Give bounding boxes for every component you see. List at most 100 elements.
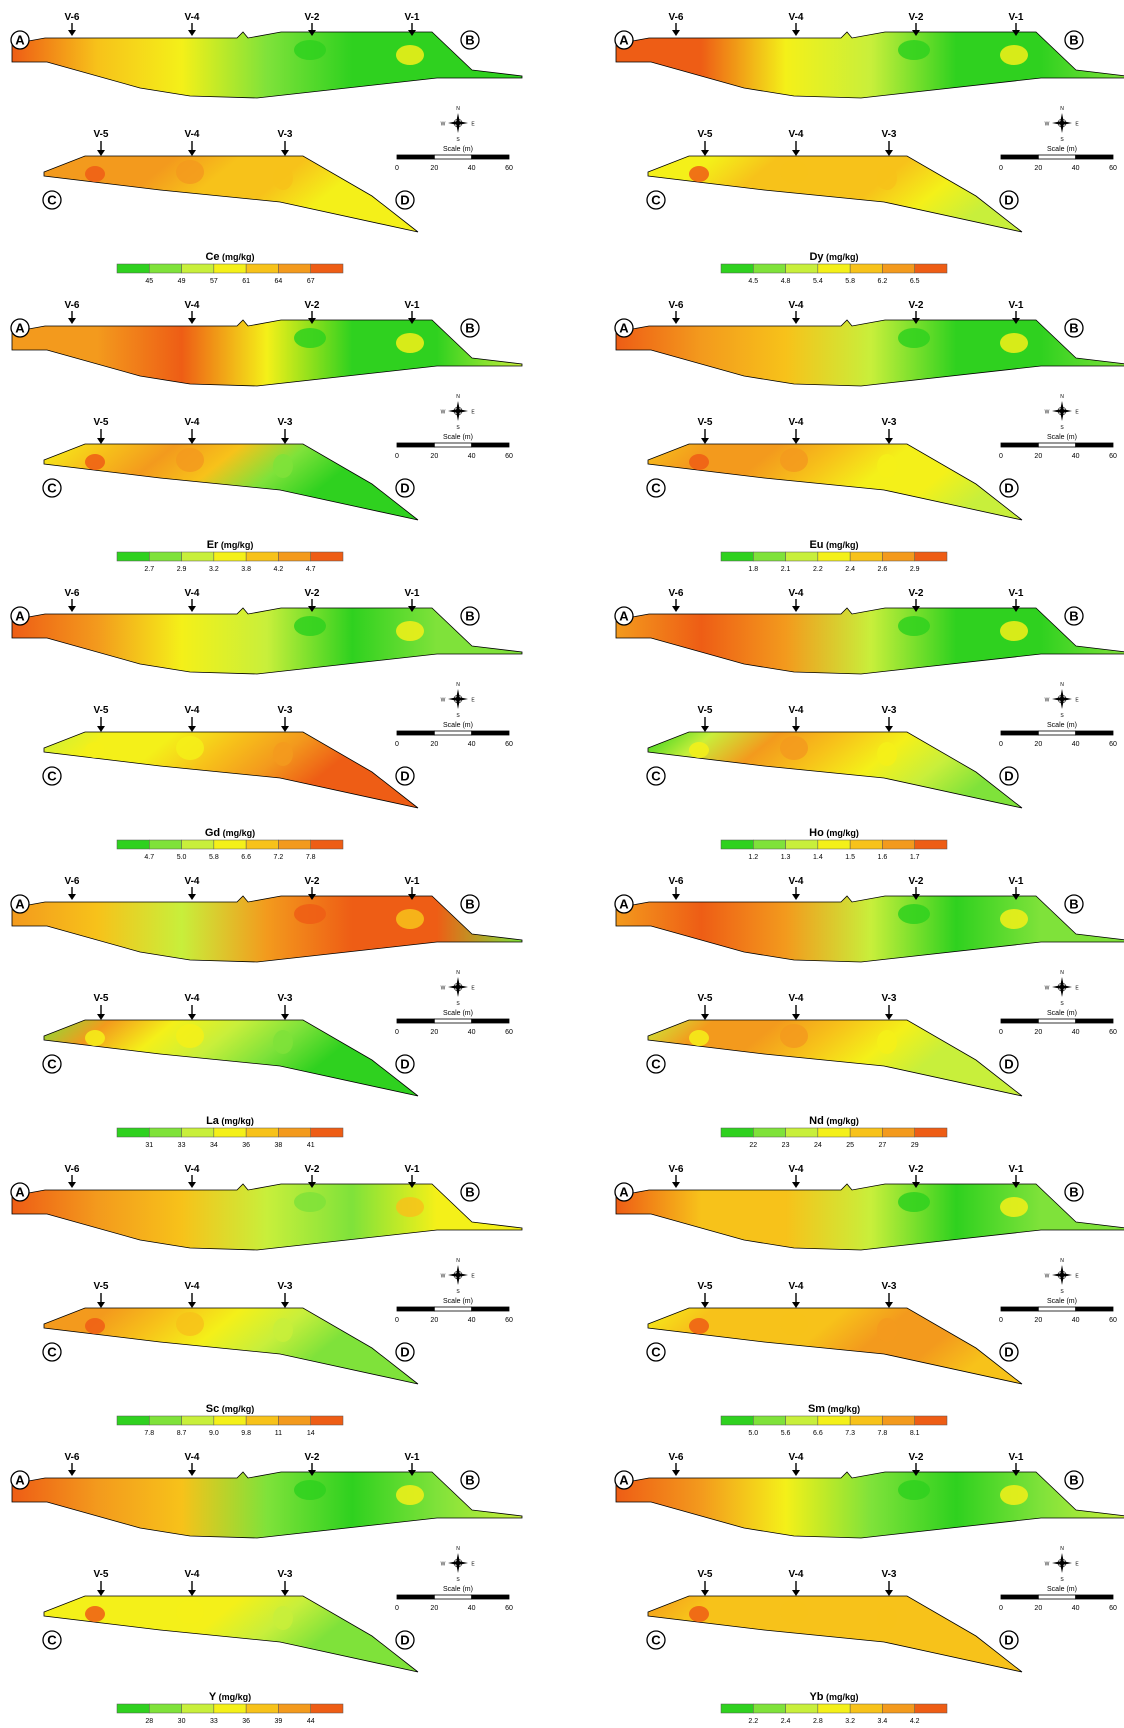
compass-icon: N S E W — [441, 394, 476, 431]
svg-text:E: E — [1075, 122, 1079, 128]
legend-tick: 5.8 — [209, 854, 219, 861]
section-c-d — [647, 155, 1023, 233]
legend-tick: 31 — [145, 1142, 153, 1149]
scale-title: Scale (m) — [1047, 722, 1077, 729]
well-arrow — [912, 311, 920, 324]
well-arrow — [308, 887, 316, 900]
well-label: V-5 — [93, 993, 108, 1004]
well-arrow — [701, 1581, 709, 1596]
map-svg-ho: A B C D V-6 V-4 V-2 V-1 V-5 V-4 V-3 N S E W Scale (m) 0 2… — [614, 588, 1124, 861]
section-c-d — [43, 731, 419, 809]
legend-ramp: 1.2 1.3 1.4 1.5 1.6 1.7 — [720, 839, 948, 861]
svg-text:D: D — [400, 769, 409, 784]
svg-text:B: B — [465, 897, 474, 912]
svg-text:N: N — [1060, 1546, 1064, 1552]
legend-title: Sm (mg/kg) — [808, 1403, 860, 1415]
anomaly-blob — [176, 1312, 204, 1336]
svg-text:S: S — [1060, 137, 1064, 143]
well-label: V-3 — [881, 129, 896, 140]
well-arrow — [188, 1293, 196, 1308]
well-arrow — [792, 599, 800, 612]
corner-label-b: B — [460, 1182, 480, 1202]
svg-text:A: A — [15, 321, 25, 336]
legend-swatch — [914, 551, 948, 562]
well-arrow — [1012, 23, 1020, 36]
anomaly-blob — [273, 1606, 293, 1630]
anomaly-blob — [176, 160, 204, 184]
anomaly-blob — [176, 1024, 204, 1048]
anomaly-blob — [877, 1606, 897, 1630]
map-svg-la: A B C D V-6 V-4 V-2 V-1 V-5 V-4 V-3 N S E W Scale (m) 0 2… — [10, 876, 523, 1149]
well-arrow — [672, 311, 680, 324]
map-svg-sc: A B C D V-6 V-4 V-2 V-1 V-5 V-4 V-3 N S E W Scale (m) 0 2… — [10, 1164, 523, 1437]
legend-tick: 7.3 — [845, 1430, 855, 1437]
legend-title: Ce (mg/kg) — [205, 251, 254, 263]
scale-bar: Scale (m) 0 20 40 60 — [999, 146, 1117, 172]
map-panel-dy: A B C D V-6 V-4 V-2 V-1 V-5 V-4 V-3 N S E W Scale (m) 0 2… — [604, 0, 1124, 288]
scale-tick: 20 — [1034, 1317, 1042, 1324]
scale-tick: 20 — [430, 741, 438, 748]
legend-swatch — [817, 839, 851, 850]
anomaly-blob — [273, 742, 293, 766]
well-arrow — [885, 717, 893, 732]
legend-tick: 1.8 — [748, 566, 758, 573]
anomaly-blob — [689, 1030, 709, 1046]
well-label: V-4 — [184, 1569, 199, 1580]
well-label: V-5 — [697, 705, 712, 716]
well-label: V-6 — [64, 300, 79, 311]
legend-tick: 8.7 — [177, 1430, 187, 1437]
svg-text:E: E — [1075, 1274, 1079, 1280]
anomaly-blob — [294, 904, 326, 924]
legend-swatch — [882, 1703, 915, 1714]
anomaly-blob — [1000, 1485, 1028, 1505]
scale-tick: 20 — [1034, 741, 1042, 748]
well-label: V-1 — [404, 588, 419, 599]
svg-text:E: E — [471, 1562, 475, 1568]
section-c-d — [43, 1019, 419, 1097]
legend-swatch — [914, 839, 948, 850]
svg-text:N: N — [1060, 970, 1064, 976]
scale-tick: 20 — [430, 165, 438, 172]
legend-tick: 2.7 — [144, 566, 154, 573]
compass-icon: N S E W — [441, 1546, 476, 1583]
anomaly-blob — [294, 328, 326, 348]
well-arrow — [68, 887, 76, 900]
corner-label-b: B — [1064, 318, 1084, 338]
well-label: V-6 — [64, 1164, 79, 1175]
section-a-b — [11, 895, 523, 963]
legend-swatch — [817, 1703, 851, 1714]
anomaly-blob — [780, 1312, 808, 1336]
legend-tick: 1.6 — [878, 854, 888, 861]
well-arrow — [792, 1581, 800, 1596]
legend-tick: 5.0 — [748, 1430, 758, 1437]
scale-tick: 0 — [395, 1605, 399, 1612]
legend-swatch — [785, 839, 819, 850]
well-arrow — [1012, 1463, 1020, 1476]
anomaly-blob — [396, 621, 424, 641]
section-a-b — [615, 1183, 1124, 1251]
legend-ramp: 4.7 5.0 5.8 6.6 7.2 7.8 — [116, 839, 344, 861]
well-label: V-6 — [668, 1164, 683, 1175]
well-label: V-4 — [184, 588, 199, 599]
legend-tick: 9.8 — [241, 1430, 251, 1437]
svg-text:D: D — [400, 1345, 409, 1360]
corner-label-d: D — [395, 190, 415, 210]
well-arrow — [912, 1175, 920, 1188]
legend-swatch — [181, 839, 215, 850]
scale-tick: 60 — [505, 741, 513, 748]
well-label: V-3 — [881, 993, 896, 1004]
legend-swatch — [310, 551, 344, 562]
svg-text:D: D — [1004, 1345, 1013, 1360]
scale-bar: Scale (m) 0 20 40 60 — [395, 1010, 513, 1036]
well-arrow — [188, 1175, 196, 1188]
svg-text:D: D — [1004, 1057, 1013, 1072]
legend-swatch — [720, 1703, 754, 1714]
well-label: V-4 — [184, 417, 199, 428]
svg-text:C: C — [651, 193, 661, 208]
svg-text:C: C — [47, 193, 57, 208]
corner-label-c: C — [42, 1054, 62, 1074]
well-label: V-4 — [184, 1281, 199, 1292]
well-arrow — [281, 1005, 289, 1020]
anomaly-blob — [898, 904, 930, 924]
map-svg-sm: A B C D V-6 V-4 V-2 V-1 V-5 V-4 V-3 N S E W Scale (m) 0 2… — [614, 1164, 1124, 1437]
